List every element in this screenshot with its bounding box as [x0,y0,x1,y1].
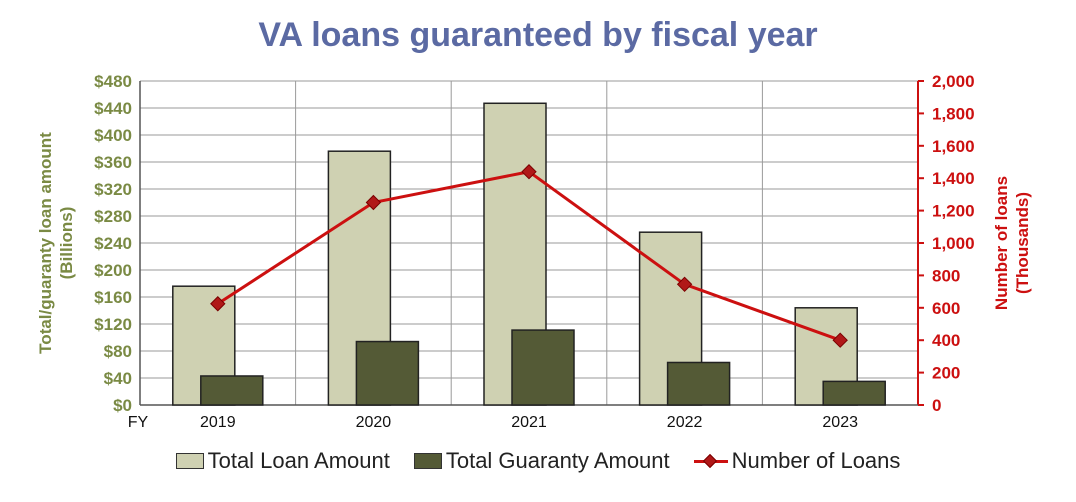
line-marker [832,332,848,348]
y-left-tick-label: $120 [94,315,132,334]
y-left-tick-label: $280 [94,207,132,226]
x-tick-label: 2022 [667,414,703,431]
y-right-tick-label: 1,600 [932,137,975,156]
line-marker [210,296,226,312]
y-right-tick-label: 1,200 [932,202,975,221]
bar-total-guaranty [355,340,420,406]
legend-label-total-loan: Total Loan Amount [207,448,390,473]
bar-total-guaranty [822,380,886,406]
legend-swatch-number-of-loans [693,453,728,469]
legend-swatch-total-loan [175,453,204,469]
bar-total-guaranty [200,375,264,406]
bar-total-guaranty [666,361,731,406]
y-right-tick-label: 800 [932,266,960,285]
chart-legend: Total Loan Amount Total Guaranty Amount … [0,448,1076,474]
y-left-tick-label: $360 [94,153,132,172]
legend-item-total-loan: Total Loan Amount [175,448,390,474]
x-tick-label: 2020 [356,414,392,431]
x-tick-label: 2021 [511,414,547,431]
legend-label-number-of-loans: Number of Loans [731,448,901,473]
y-left-tick-label: $200 [94,261,132,280]
y-right-tick-label: 0 [932,396,941,415]
y-left-tick-label: $40 [104,369,132,388]
y-right-tick-label: 1,800 [932,104,975,123]
y-right-axis-title-line2: (Thousands) [1013,192,1032,294]
legend-swatch-total-guaranty [413,453,442,469]
bar-total-guaranty [511,329,575,406]
y-left-axis-title-line1: Total/guaranty loan amount [36,132,55,354]
y-left-tick-label: $480 [94,72,132,91]
y-left-tick-label: $80 [104,342,132,361]
y-right-tick-label: 2,000 [932,72,975,91]
x-tick-label: 2019 [200,414,236,431]
y-left-tick-label: $320 [94,180,132,199]
y-left-tick-label: $440 [94,99,132,118]
y-left-axis-title-line2: (Billions) [57,207,76,280]
y-right-tick-label: 600 [932,299,960,318]
line-marker [676,276,693,293]
legend-label-total-guaranty: Total Guaranty Amount [445,448,670,473]
x-axis-prefix: FY [128,414,149,431]
y-left-tick-label: $400 [94,126,132,145]
y-left-tick-label: $0 [113,396,132,415]
y-right-axis-title-line1: Number of loans [992,176,1011,310]
line-marker [521,164,537,180]
y-right-tick-label: 1,000 [932,234,975,253]
y-left-tick-label: $160 [94,288,132,307]
y-right-tick-label: 1,400 [932,169,975,188]
x-tick-label: 2023 [822,414,858,431]
y-right-tick-label: 400 [932,331,960,350]
y-right-tick-label: 200 [932,364,960,383]
line-marker [365,194,382,211]
legend-item-number-of-loans: Number of Loans [693,448,901,474]
chart-title: VA loans guaranteed by fiscal year [258,16,818,54]
y-left-tick-label: $240 [94,234,132,253]
legend-item-total-guaranty: Total Guaranty Amount [413,448,670,474]
